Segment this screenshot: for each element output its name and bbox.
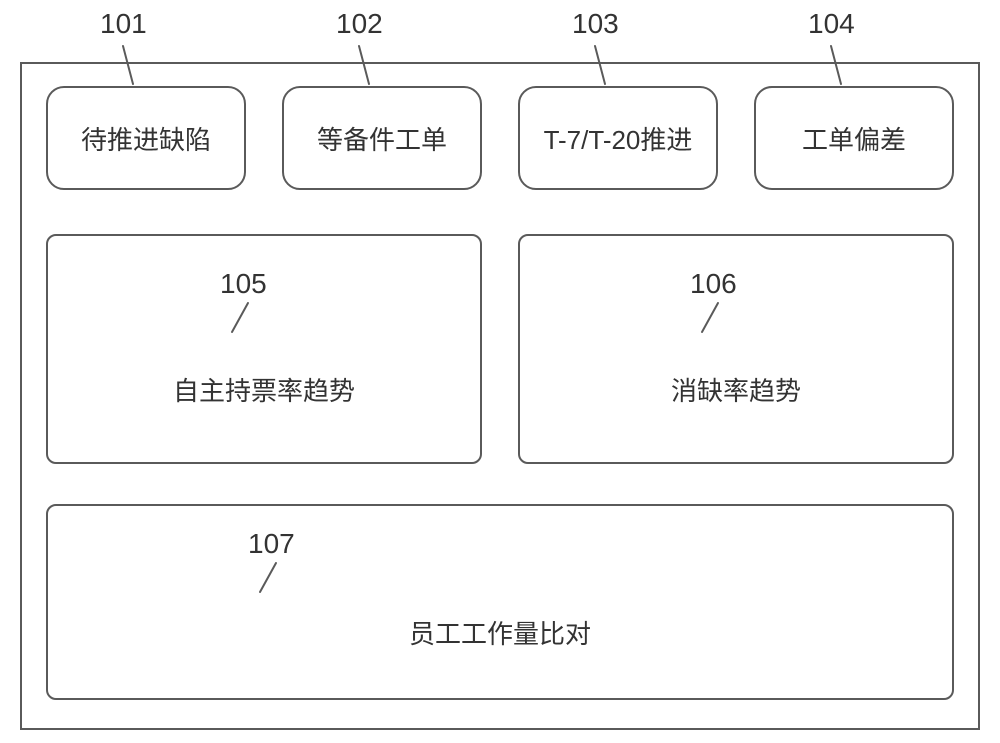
- box-label: T-7/T-20推进: [544, 120, 693, 157]
- box-label: 员工工作量比对: [409, 614, 591, 651]
- box-t7-t20-push: T-7/T-20推进: [518, 86, 718, 190]
- box-awaiting-spares: 等备件工单: [282, 86, 482, 190]
- box-pending-defects: 待推进缺陷: [46, 86, 246, 190]
- box-workorder-deviation: 工单偏差: [754, 86, 954, 190]
- ref-104: 104: [808, 8, 855, 40]
- ref-107: 107: [248, 528, 295, 560]
- box-label: 自主持票率趋势: [173, 371, 355, 408]
- ref-101: 101: [100, 8, 147, 40]
- diagram-canvas: 待推进缺陷 等备件工单 T-7/T-20推进 工单偏差 自主持票率趋势 消缺率趋…: [0, 0, 1000, 743]
- box-label: 等备件工单: [317, 120, 447, 157]
- box-label: 消缺率趋势: [671, 371, 801, 408]
- box-label: 待推进缺陷: [81, 120, 211, 157]
- ref-105: 105: [220, 268, 267, 300]
- ref-102: 102: [336, 8, 383, 40]
- box-employee-workload: 员工工作量比对: [46, 504, 954, 700]
- ref-103: 103: [572, 8, 619, 40]
- box-label: 工单偏差: [802, 120, 906, 157]
- ref-106: 106: [690, 268, 737, 300]
